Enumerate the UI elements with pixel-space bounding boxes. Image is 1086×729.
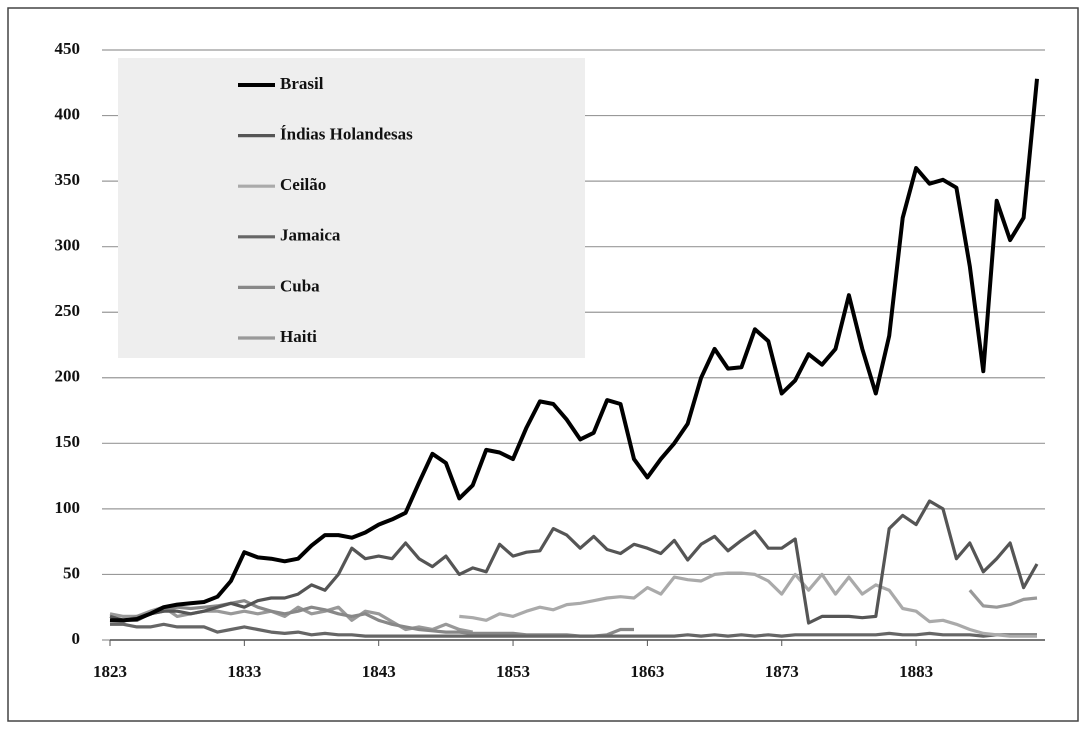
x-tick-label: 1833 <box>227 662 261 681</box>
plot <box>109 78 1039 638</box>
frame <box>7 7 1079 722</box>
y-tick-label: 450 <box>55 39 81 58</box>
x-tick-label: 1843 <box>362 662 396 681</box>
x-tick-label: 1863 <box>630 662 664 681</box>
legend-label: Brasil <box>280 74 324 93</box>
series-line <box>109 499 1039 625</box>
series-line <box>109 589 1038 634</box>
legend-label: Cuba <box>280 276 320 295</box>
legend-box <box>118 58 585 358</box>
legend: Brasil Índias Holandesas Ceilão Jamaica Cuba… <box>238 74 413 346</box>
y-tick-label: 50 <box>63 563 80 582</box>
y-tick-label: 250 <box>55 301 81 320</box>
y-tick-label: 200 <box>55 367 81 386</box>
series-line <box>459 571 1037 638</box>
x-tick-label: 1873 <box>765 662 799 681</box>
series-line <box>109 599 634 638</box>
y-tick-label: 350 <box>55 170 81 189</box>
x-tick-label: 1823 <box>93 662 127 681</box>
x-tick-label: 1853 <box>496 662 530 681</box>
x-tick-label: 1883 <box>899 662 933 681</box>
y-tick-label: 300 <box>55 236 81 255</box>
legend-label: Ceilão <box>280 175 326 194</box>
legend-label: Jamaica <box>280 226 341 245</box>
series-line <box>110 622 1037 638</box>
series-line <box>110 78 1039 623</box>
y-tick-label: 0 <box>72 629 81 648</box>
y-tick-label: 100 <box>55 498 81 517</box>
legend-label: Haiti <box>280 327 317 346</box>
legend-label: Índias Holandesas <box>280 125 413 144</box>
y-tick-label: 400 <box>55 104 81 123</box>
y-tick-label: 150 <box>55 432 81 451</box>
